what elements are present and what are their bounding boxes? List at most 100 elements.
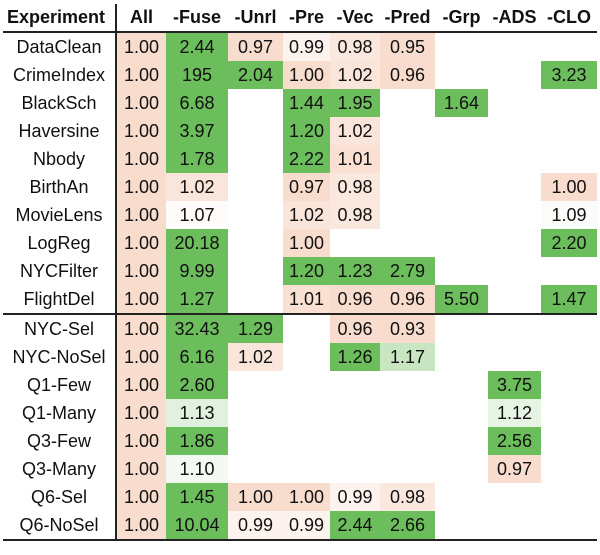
heatmap-cell: 1.00: [116, 89, 166, 117]
heatmap-cell: [435, 173, 488, 201]
heatmap-cell: 1.00: [116, 201, 166, 229]
heatmap-cell: [435, 343, 488, 371]
heatmap-cell: [228, 257, 283, 285]
row-label: NYC-NoSel: [3, 343, 117, 371]
heatmap-cell: [541, 257, 597, 285]
heatmap-cell: [228, 455, 283, 483]
heatmap-cell: 1.44: [283, 89, 330, 117]
row-label: FlightDel: [3, 285, 117, 314]
heatmap-cell: [380, 173, 435, 201]
heatmap-cell: 2.60: [166, 371, 228, 399]
heatmap-cell: [541, 343, 597, 371]
heatmap-cell: [541, 145, 597, 173]
heatmap-cell: 1.20: [283, 117, 330, 145]
heatmap-cell: 3.23: [541, 61, 597, 89]
heatmap-cell: 1.00: [116, 371, 166, 399]
heatmap-cell: [435, 511, 488, 541]
heatmap-cell: [380, 201, 435, 229]
row-label: Q3-Many: [3, 455, 117, 483]
heatmap-cell: [541, 89, 597, 117]
heatmap-cell: [283, 427, 330, 455]
heatmap-cell: 1.00: [116, 313, 166, 343]
heatmap-cell: 1.02: [330, 117, 380, 145]
heatmap-cell: 1.27: [166, 285, 228, 314]
heatmap-cell: [228, 229, 283, 257]
heatmap-cell: [330, 455, 380, 483]
heatmap-cell: 32.43: [166, 313, 228, 343]
table-row: BirthAn 1.00 1.02 0.97 0.98 1.00: [3, 173, 597, 201]
heatmap-cell: 1.86: [166, 427, 228, 455]
heatmap-cell: [435, 483, 488, 511]
column-header: -CLO: [541, 4, 597, 33]
heatmap-cell: [380, 229, 435, 257]
row-label: NYCFilter: [3, 257, 117, 285]
heatmap-cell: 0.97: [488, 455, 541, 483]
heatmap-cell: [380, 399, 435, 427]
heatmap-cell: 0.97: [283, 173, 330, 201]
heatmap-cell: 1.00: [116, 173, 166, 201]
heatmap-cell: [435, 117, 488, 145]
heatmap-cell: [435, 427, 488, 455]
heatmap-cell: 5.50: [435, 285, 488, 314]
heatmap-cell: 2.44: [166, 32, 228, 61]
heatmap-cell: 1.01: [283, 285, 330, 314]
heatmap-cell: 1.02: [330, 61, 380, 89]
heatmap-cell: [283, 313, 330, 343]
heatmap-cell: 1.00: [116, 455, 166, 483]
column-header: -Grp: [435, 4, 488, 33]
table-row: MovieLens 1.00 1.07 1.02 0.98 1.09: [3, 201, 597, 229]
heatmap-cell: 1.10: [166, 455, 228, 483]
heatmap-cell: 1.02: [166, 173, 228, 201]
row-label: Q1-Many: [3, 399, 117, 427]
heatmap-cell: [435, 201, 488, 229]
heatmap-cell: 6.68: [166, 89, 228, 117]
column-header: -Vec: [330, 4, 380, 33]
heatmap-cell: [380, 145, 435, 173]
heatmap-cell: 0.96: [380, 61, 435, 89]
heatmap-cell: [330, 229, 380, 257]
heatmap-cell: [380, 117, 435, 145]
heatmap-cell: [488, 257, 541, 285]
heatmap-cell: 1.00: [116, 427, 166, 455]
table-row: NYC-Sel 1.00 32.43 1.29 0.96 0.93: [3, 313, 597, 343]
heatmap-cell: 1.01: [330, 145, 380, 173]
heatmap-cell: [435, 229, 488, 257]
heatmap-cell: [488, 201, 541, 229]
column-header: -Unrl: [228, 4, 283, 33]
heatmap-cell: 0.98: [330, 173, 380, 201]
heatmap-cell: [488, 117, 541, 145]
table-row: Q3-Many 1.00 1.10 0.97: [3, 455, 597, 483]
heatmap-cell: 1.95: [330, 89, 380, 117]
row-label: LogReg: [3, 229, 117, 257]
row-label: DataClean: [3, 32, 117, 61]
row-label: CrimeIndex: [3, 61, 117, 89]
heatmap-cell: [435, 32, 488, 61]
heatmap-cell: [488, 32, 541, 61]
table-row: Q3-Few 1.00 1.86 2.56: [3, 427, 597, 455]
heatmap-cell: [228, 399, 283, 427]
heatmap-cell: 1.00: [116, 343, 166, 371]
heatmap-cell: [228, 89, 283, 117]
heatmap-cell: [380, 371, 435, 399]
row-header: Experiment: [3, 4, 117, 33]
heatmap-cell: 1.02: [228, 343, 283, 371]
table-row: Q1-Few 1.00 2.60 3.75: [3, 371, 597, 399]
heatmap-cell: [488, 483, 541, 511]
heatmap-cell: 0.96: [380, 285, 435, 314]
heatmap-cell: 1.45: [166, 483, 228, 511]
heatmap-cell: 1.00: [283, 229, 330, 257]
heatmap-cell: 1.20: [283, 257, 330, 285]
table-body: DataClean 1.00 2.44 0.97 0.99 0.98 0.95 CrimeIn…: [3, 32, 597, 541]
heatmap-cell: 1.00: [283, 61, 330, 89]
heatmap-cell: 1.13: [166, 399, 228, 427]
heatmap-cell: 10.04: [166, 511, 228, 541]
table-row: Haversine 1.00 3.97 1.20 1.02: [3, 117, 597, 145]
table-row: LogReg 1.00 20.18 1.00 2.20: [3, 229, 597, 257]
heatmap-cell: 1.07: [166, 201, 228, 229]
table-row: FlightDel 1.00 1.27 1.01 0.96 0.96 5.50 1.47: [3, 285, 597, 314]
heatmap-cell: 0.99: [283, 32, 330, 61]
heatmap-cell: 0.95: [380, 32, 435, 61]
table-row: DataClean 1.00 2.44 0.97 0.99 0.98 0.95: [3, 32, 597, 61]
heatmap-cell: [283, 455, 330, 483]
heatmap-cell: [488, 145, 541, 173]
